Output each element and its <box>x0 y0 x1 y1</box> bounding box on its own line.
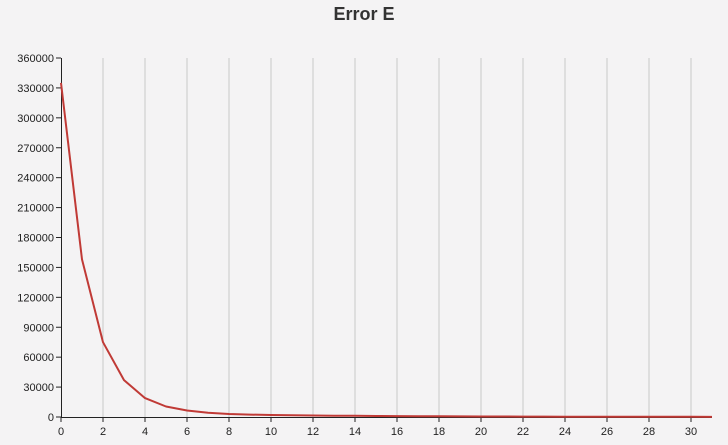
y-tick-label: 0 <box>48 412 54 424</box>
y-tick-label: 60000 <box>23 352 54 364</box>
y-tick-label: 330000 <box>17 83 54 95</box>
y-tick-label: 240000 <box>17 173 54 185</box>
x-tick-label: 22 <box>517 426 529 438</box>
y-tick-label: 120000 <box>17 292 54 304</box>
error-series-line <box>60 82 713 418</box>
y-tick-label: 180000 <box>17 233 54 245</box>
x-tick-label: 8 <box>226 426 232 438</box>
x-tick-label: 12 <box>307 426 319 438</box>
y-tick-label: 270000 <box>17 143 54 155</box>
x-tick-label: 2 <box>100 426 106 438</box>
x-tick-label: 16 <box>391 426 403 438</box>
x-tick-label: 6 <box>184 426 190 438</box>
x-tick-label: 10 <box>265 426 277 438</box>
y-tick-label: 90000 <box>23 322 54 334</box>
chart-title: Error E <box>333 4 395 24</box>
y-tick-label: 210000 <box>17 203 54 215</box>
x-tick-label: 26 <box>601 426 613 438</box>
x-tick-label: 18 <box>433 426 445 438</box>
y-tick-label: 30000 <box>23 382 54 394</box>
y-tick-label: 360000 <box>17 53 54 65</box>
x-tick-label: 0 <box>58 426 64 438</box>
y-tick-label: 150000 <box>17 262 54 274</box>
x-tick-label: 24 <box>559 426 571 438</box>
x-tick-label: 20 <box>475 426 487 438</box>
x-tick-label: 28 <box>643 426 655 438</box>
x-tick-label: 30 <box>685 426 697 438</box>
x-tick-label: 14 <box>349 426 361 438</box>
y-tick-label: 300000 <box>17 113 54 125</box>
x-tick-label: 4 <box>142 426 148 438</box>
